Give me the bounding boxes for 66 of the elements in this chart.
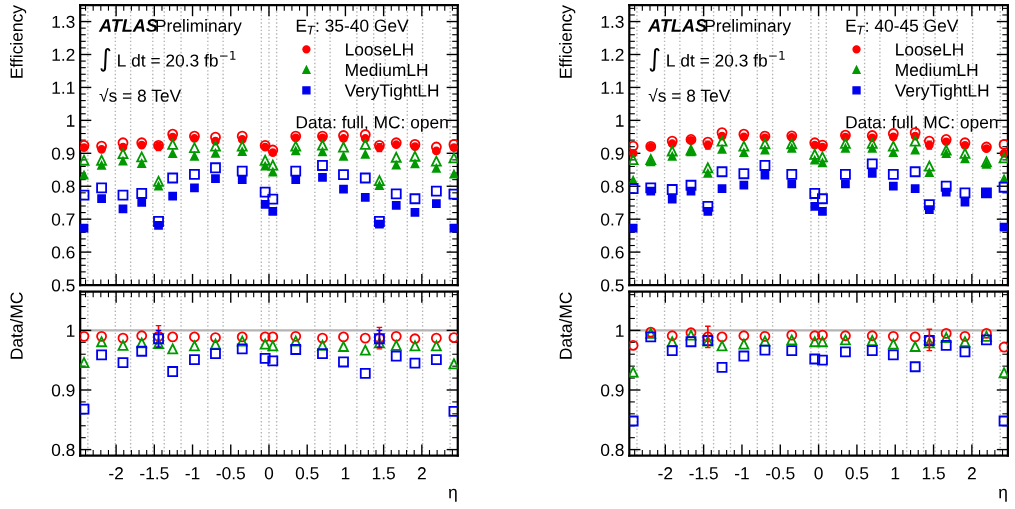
y-tick-label: 1.3 [601,15,624,29]
annotation: E$_{T}$: 40-45 GeV [846,19,959,35]
legend-label: VeryTightLH [344,83,439,101]
y-tick-label: 0.8 [600,180,624,193]
annotation: E$_{T}$: 35-40 GeV [296,19,409,35]
x-tick-label: -1.5 [689,467,718,480]
y-tick-label: 1.2 [601,48,624,61]
x-tick-label: 2 [417,467,426,480]
x-tick-label: -0.5 [216,467,245,480]
x-tick-label: 0 [814,467,823,480]
annotation: Data: full, MC: open [846,115,998,132]
x-tick-label: 0 [264,467,274,480]
x-tick-label: 0.5 [845,467,869,480]
x-tick-label: -2 [109,467,123,480]
y-tick-label: 1 [66,324,75,337]
annotation: Preliminary [705,19,792,36]
y-tick-label: 0.6 [600,246,624,259]
annotation: ∫ L dt = 20.3 fb$^{−1}$ [649,47,785,72]
legend-label: MediumLH [346,63,428,77]
y-tick-label: 1.3 [52,15,75,29]
y-tick-label: 1.1 [601,81,624,94]
y-axis-title: Efficiency [10,5,27,78]
x-axis-title: η [999,488,1007,502]
annotation: Preliminary [156,19,242,36]
y-tick-label: 1 [66,114,75,127]
x-tick-label: -1 [735,467,749,480]
y-tick-label: 0.5 [51,279,75,292]
x-axis-title: η [449,488,457,502]
x-tick-label: 1.5 [372,467,395,480]
x-tick-label: 2 [967,467,976,480]
x-tick-label: 1.5 [922,467,945,480]
y-axis-title: Data/MC [559,292,572,359]
annotation: Data: full, MC: open [296,115,448,132]
annotation: ∫ L dt = 20.3 fb$^{−1}$ [100,47,236,72]
y-tick-label: 0.9 [600,147,624,160]
annotation: ATLAS [647,19,707,32]
legend-label: VeryTightLH [894,83,989,101]
y-tick-label: 0.5 [600,279,624,292]
y-tick-label: 1.1 [52,81,75,94]
annotation: √s = 8 TeV [99,87,182,102]
y-tick-label: 0.8 [600,443,624,457]
legend-label: LooseLH [896,43,963,56]
legend-label: MediumLH [896,63,978,77]
y-tick-label: 0.9 [51,384,75,397]
x-tick-label: -1.5 [140,467,169,480]
y-tick-label: 0.6 [51,246,75,259]
y-axis-title: Efficiency [559,5,576,78]
x-tick-label: 1 [891,467,900,480]
y-tick-label: 1 [616,114,624,127]
annotation: √s = 8 TeV [648,87,731,102]
x-tick-label: -0.5 [766,467,795,480]
x-tick-label: -2 [658,467,673,480]
y-tick-label: 0.9 [600,384,624,397]
annotation: ATLAS [98,19,158,32]
y-tick-label: 0.9 [51,147,75,160]
x-tick-label: 1 [341,467,350,480]
y-tick-label: 0.8 [51,180,75,193]
y-tick-label: 1.2 [52,48,75,61]
legend-label: LooseLH [346,43,413,56]
x-tick-label: -1 [185,467,200,480]
y-tick-label: 0.7 [600,213,624,226]
y-tick-label: 1 [616,324,624,337]
y-axis-title: Data/MC [10,292,23,359]
y-tick-label: 0.8 [51,443,75,457]
x-tick-label: 0.5 [295,467,319,480]
y-tick-label: 0.7 [51,213,75,226]
